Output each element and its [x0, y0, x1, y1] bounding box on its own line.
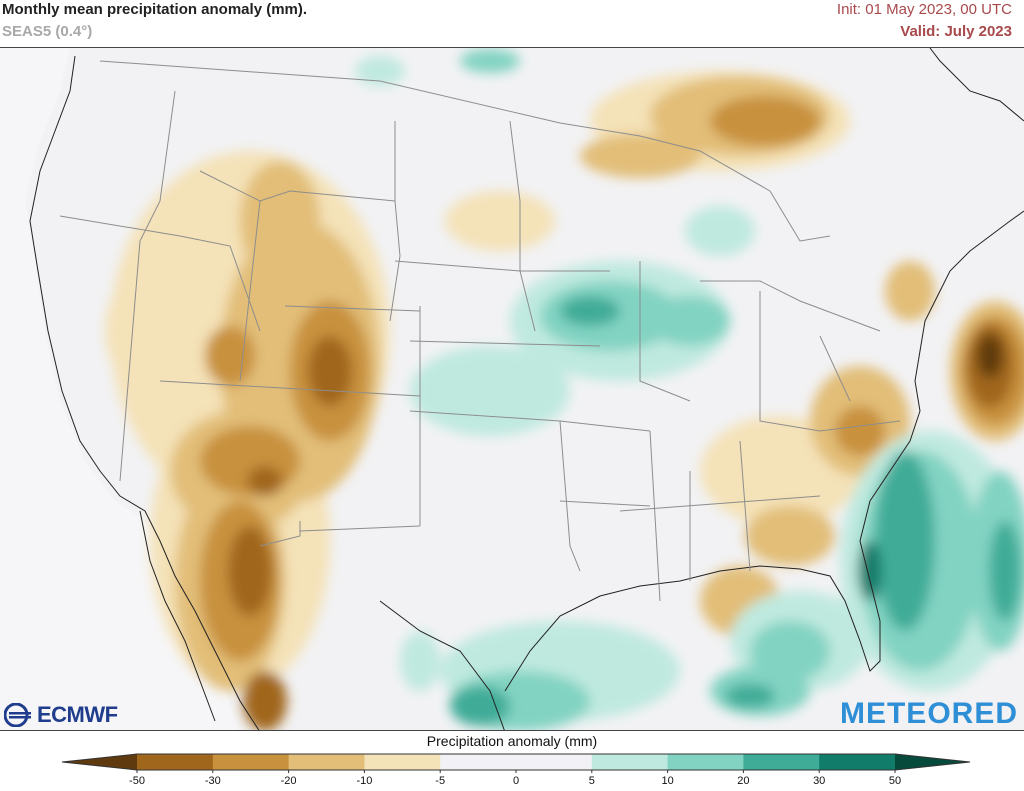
- colorbar-segment: [212, 754, 290, 770]
- colorbar-extend-high: [895, 754, 970, 770]
- colorbar-tick-label: 30: [813, 775, 826, 787]
- colorbar-tick-label: 50: [888, 775, 902, 787]
- colorbar-tick-label: -20: [280, 775, 297, 787]
- init-time: Init: 01 May 2023, 00 UTC: [836, 1, 1012, 18]
- state-borders: [59, 60, 901, 602]
- colorbar-tick-label: -30: [204, 775, 221, 787]
- colorbar-tick-label: 5: [588, 775, 595, 787]
- colorbar-tick-label: 10: [661, 775, 674, 787]
- anomaly-field: [105, 49, 1024, 730]
- coastlines: [29, 48, 1024, 730]
- colorbar-segment: [288, 754, 365, 770]
- colorbar-segment: [137, 754, 214, 770]
- colorbar-segment: [440, 754, 517, 770]
- colorbar-tick-label: -50: [129, 775, 145, 787]
- colorbar-segment: [743, 754, 820, 770]
- pacific-ocean: [0, 48, 240, 730]
- ecmwf-logo: ECMWF: [4, 702, 118, 728]
- model-subtitle: SEAS5 (0.4°): [2, 23, 93, 40]
- map-title: Monthly mean precipitation anomaly (mm).: [2, 1, 308, 18]
- valid-period: Valid: July 2023: [900, 23, 1012, 40]
- colorbar: [61, 753, 971, 773]
- colorbar-segment: [364, 754, 441, 770]
- ecmwf-logo-text: ECMWF: [37, 702, 118, 727]
- colorbar-ticks: [136, 770, 896, 773]
- colorbar-segment: [667, 754, 744, 770]
- colorbar-title: Precipitation anomaly (mm): [426, 733, 598, 749]
- header-right: Init: 01 May 2023, 00 UTC Valid: July 20…: [837, 0, 1012, 41]
- colorbar-tick-label: -5: [435, 775, 446, 787]
- header-left: Monthly mean precipitation anomaly (mm).…: [2, 0, 307, 41]
- colorbar-tick-label: 0: [512, 775, 520, 787]
- ecmwf-mark-icon: [4, 703, 31, 727]
- colorbar-segment: [516, 754, 593, 770]
- colorbar-extend-low: [62, 754, 137, 770]
- precipitation-anomaly-map: [0, 47, 1024, 731]
- colorbar-segment: [819, 754, 896, 770]
- colorbar-tick-label: 20: [737, 775, 750, 787]
- colorbar-segment: [591, 754, 669, 770]
- map-canvas: [0, 48, 1024, 730]
- meteored-logo: METEORED: [839, 697, 1018, 730]
- colorbar-tick-label: -10: [356, 775, 373, 787]
- colorbar-segments: [61, 753, 971, 771]
